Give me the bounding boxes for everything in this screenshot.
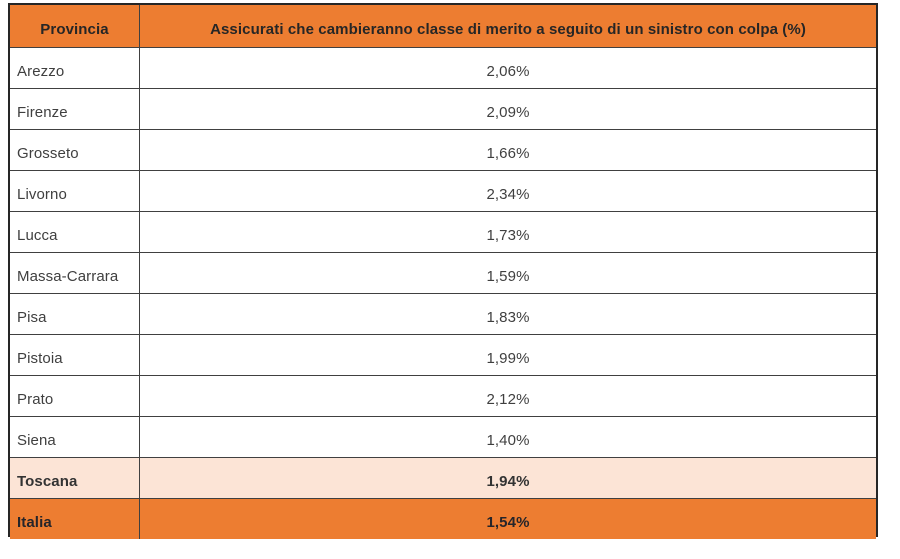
table-row: Prato 2,12% [10,375,876,416]
header-provincia: Provincia [10,5,140,47]
country-name: Italia [10,499,140,539]
table-row: Livorno 2,34% [10,170,876,211]
region-name: Toscana [10,458,140,498]
province-value: 2,34% [486,186,530,203]
table-row: Firenze 2,09% [10,88,876,129]
province-name: Pisa [10,294,140,334]
province-value: 2,09% [486,104,530,121]
province-value: 2,12% [486,391,530,408]
province-name: Grosseto [10,130,140,170]
province-name: Livorno [10,171,140,211]
province-name: Lucca [10,212,140,252]
table-row: Grosseto 1,66% [10,129,876,170]
table-row: Siena 1,40% [10,416,876,457]
province-value: 1,59% [486,268,530,285]
table-row: Pisa 1,83% [10,293,876,334]
table-row-italia-total: Italia 1,54% [10,498,876,539]
province-value: 1,83% [486,309,530,326]
province-name: Prato [10,376,140,416]
province-value: 2,06% [486,63,530,80]
province-value: 1,73% [486,227,530,244]
province-name: Pistoia [10,335,140,375]
table-row: Massa-Carrara 1,59% [10,252,876,293]
table-row: Lucca 1,73% [10,211,876,252]
table-row-toscana-total: Toscana 1,94% [10,457,876,498]
province-value: 1,40% [486,432,530,449]
province-statistics-table: Provincia Assicurati che cambieranno cla… [8,3,878,539]
province-name: Arezzo [10,48,140,88]
header-assicurati: Assicurati che cambieranno classe di mer… [210,21,806,38]
province-name: Firenze [10,89,140,129]
table-header-row: Provincia Assicurati che cambieranno cla… [10,5,876,47]
province-value: 1,99% [486,350,530,367]
table-row: Pistoia 1,99% [10,334,876,375]
table-row: Arezzo 2,06% [10,47,876,88]
country-value: 1,54% [486,514,530,531]
province-value: 1,66% [486,145,530,162]
province-name: Siena [10,417,140,457]
province-name: Massa-Carrara [10,253,140,293]
region-value: 1,94% [486,473,530,490]
